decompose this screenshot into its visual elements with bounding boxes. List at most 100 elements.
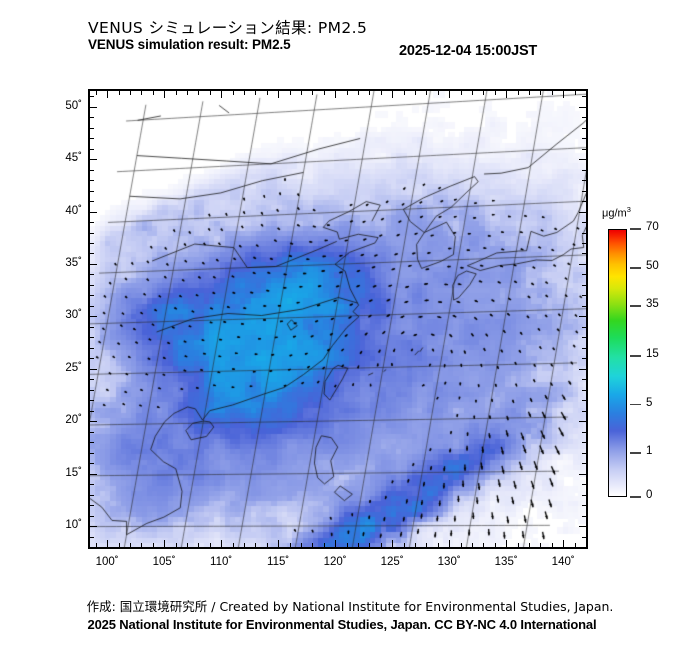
x-tick-minor: [483, 91, 485, 95]
y-tick-minor: [90, 400, 94, 402]
x-tick-minor: [449, 91, 451, 98]
x-tick-minor: [471, 543, 473, 547]
x-axis-label: 140˚: [551, 556, 575, 568]
x-tick-minor: [266, 543, 268, 547]
x-tick-minor: [221, 540, 223, 547]
x-tick-minor: [380, 543, 382, 547]
y-tick-minor: [582, 127, 586, 129]
x-tick-minor: [528, 543, 530, 547]
y-tick-minor: [90, 117, 94, 119]
x-axis-label: 105˚: [152, 556, 176, 568]
y-tick-minor: [582, 463, 586, 465]
y-tick-minor: [90, 421, 97, 423]
y-axis-label: 45˚: [65, 152, 82, 165]
x-tick-minor: [152, 91, 154, 95]
colorbar-tick-label: 35: [646, 298, 659, 311]
x-tick-minor: [289, 543, 291, 547]
y-tick-minor: [579, 421, 586, 423]
y-tick-minor: [90, 379, 94, 381]
y-tick-minor: [90, 337, 94, 339]
x-axis-label: 130˚: [437, 556, 461, 568]
x-tick-minor: [175, 91, 177, 95]
y-tick-minor: [582, 138, 586, 140]
y-tick-minor: [582, 515, 586, 517]
footer-license-line: 2025 National Institute for Environmenta…: [87, 617, 597, 632]
y-tick-minor: [582, 452, 586, 454]
y-axis-label: 50˚: [65, 99, 82, 112]
x-tick-minor: [95, 543, 97, 547]
x-tick-minor: [563, 91, 565, 98]
y-tick-minor: [90, 347, 94, 349]
pm25-heatmap-canvas: [90, 91, 586, 547]
y-tick-minor: [582, 190, 586, 192]
x-tick-minor: [460, 543, 462, 547]
y-tick-minor: [90, 442, 94, 444]
y-tick-minor: [582, 337, 586, 339]
x-tick-minor: [369, 543, 371, 547]
y-tick-minor: [582, 169, 586, 171]
x-tick-minor: [449, 540, 451, 547]
x-tick-minor: [255, 543, 257, 547]
y-tick-minor: [579, 316, 586, 318]
y-axis-label: 15˚: [65, 466, 82, 479]
y-tick-minor: [582, 442, 586, 444]
y-tick-minor: [90, 159, 97, 161]
y-tick-minor: [90, 410, 94, 412]
x-tick-minor: [175, 543, 177, 547]
x-tick-minor: [312, 543, 314, 547]
y-tick-minor: [90, 243, 94, 244]
colorbar-tick: [630, 452, 641, 454]
y-tick-minor: [90, 484, 94, 486]
y-tick-minor: [582, 274, 586, 276]
y-tick-minor: [90, 526, 97, 528]
y-tick-minor: [90, 127, 94, 129]
x-tick-minor: [266, 91, 268, 95]
colorbar-tick: [630, 305, 641, 307]
y-tick-minor: [90, 263, 97, 265]
y-axis-label: 30˚: [65, 309, 82, 322]
y-tick-minor: [582, 326, 586, 328]
y-tick-minor: [582, 379, 586, 381]
y-tick-minor: [582, 295, 586, 297]
y-tick-minor: [579, 526, 586, 528]
x-tick-minor: [152, 543, 154, 547]
x-tick-minor: [540, 543, 542, 547]
x-tick-minor: [414, 543, 416, 547]
y-tick-minor: [90, 536, 94, 538]
x-axis-label: 110˚: [210, 556, 233, 568]
x-tick-minor: [483, 543, 485, 547]
x-axis-label: 115˚: [267, 556, 290, 568]
x-tick-minor: [129, 543, 131, 547]
y-tick-minor: [90, 431, 94, 433]
x-tick-minor: [574, 91, 576, 95]
x-tick-minor: [118, 91, 120, 95]
x-tick-minor: [528, 91, 530, 95]
y-tick-minor: [582, 400, 586, 402]
x-tick-minor: [574, 543, 576, 547]
y-tick-minor: [90, 106, 97, 108]
y-tick-minor: [90, 505, 94, 507]
y-tick-minor: [90, 190, 94, 192]
y-tick-minor: [582, 284, 586, 286]
x-tick-minor: [278, 91, 280, 98]
y-tick-minor: [582, 410, 586, 412]
x-tick-minor: [209, 91, 211, 95]
colorbar-tick: [630, 267, 641, 269]
x-tick-minor: [551, 543, 553, 547]
x-tick-minor: [357, 91, 359, 95]
x-tick-minor: [107, 91, 109, 98]
colorbar-units-label: μg/m3: [602, 205, 631, 220]
y-tick-minor: [90, 201, 94, 203]
x-tick-minor: [323, 91, 325, 95]
y-tick-minor: [90, 284, 94, 286]
y-tick-minor: [579, 473, 586, 475]
x-axis-label: 100˚: [95, 556, 119, 568]
y-tick-minor: [90, 148, 94, 150]
y-tick-minor: [579, 211, 586, 213]
x-tick-minor: [141, 543, 143, 547]
x-tick-minor: [380, 91, 382, 95]
colorbar-tick: [630, 228, 641, 230]
x-tick-minor: [300, 91, 302, 95]
x-tick-minor: [243, 543, 245, 547]
y-tick-minor: [90, 138, 94, 140]
